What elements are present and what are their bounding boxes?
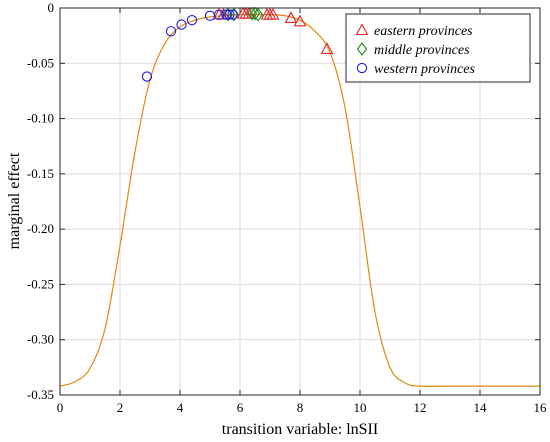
legend-circle-icon [356,62,368,74]
x-tick-label: 2 [117,400,124,415]
point-circle [176,19,187,30]
point-triangle [320,42,334,54]
x-tick-label: 0 [57,400,64,415]
point-diamond [252,7,264,22]
point-triangle [266,7,280,20]
y-axis-ticks: 0 -0.05 -0.10 -0.15 -0.20 -0.25 -0.30 -0.35 [27,0,540,402]
point-circle [213,9,225,20]
legend-diamond-icon [356,42,368,56]
point-triangle [293,14,307,27]
point-circle [227,9,238,20]
point-circle [204,10,216,21]
data-points [141,6,334,82]
x-tick-label: 14 [474,400,488,415]
legend-triangle-icon [355,23,369,36]
point-triangle [284,11,298,24]
legend: eastern provinces middle provinces weste… [345,13,531,83]
x-tick-label: 16 [534,400,548,415]
point-diamond [246,6,258,21]
legend-label-middle: middle provinces [374,43,470,58]
y-tick-label: -0.30 [27,332,54,347]
legend-diamond-icon [356,42,368,56]
x-tick-label: 4 [177,400,184,415]
y-tick-label: -0.10 [27,111,54,126]
legend-label-eastern: eastern provinces [374,24,473,39]
x-axis-ticks: 0 2 4 6 8 10 12 14 16 [57,8,547,415]
point-triangle [217,7,230,20]
x-tick-label: 6 [237,400,244,415]
legend-circle-icon [356,62,368,74]
point-triangle [242,6,256,19]
point-circle [141,71,153,82]
point-circle [224,9,235,20]
legend-item-western: western provinces [356,62,476,77]
y-tick-label: -0.25 [27,276,54,291]
point-circle [186,15,198,26]
point-circle [165,26,177,37]
y-tick-label: -0.20 [27,221,54,236]
x-tick-label: 12 [414,400,427,415]
y-tick-label: -0.35 [27,387,54,402]
y-tick-label: 0 [48,0,55,15]
x-tick-label: 8 [297,400,304,415]
y-axis-label: marginal effect [6,152,23,249]
legend-box [345,13,531,83]
legend-triangle-icon [355,23,369,36]
y-tick-label: -0.15 [27,166,54,181]
y-tick-label: -0.05 [27,55,54,70]
point-diamond [249,6,261,21]
point-circle [221,9,232,20]
legend-item-eastern: eastern provinces [355,23,473,39]
x-axis-label: transition variable: lnSII [222,421,378,438]
legend-item-middle: middle provinces [356,42,470,58]
x-tick-label: 10 [354,400,367,415]
legend-label-western: western provinces [374,62,476,77]
